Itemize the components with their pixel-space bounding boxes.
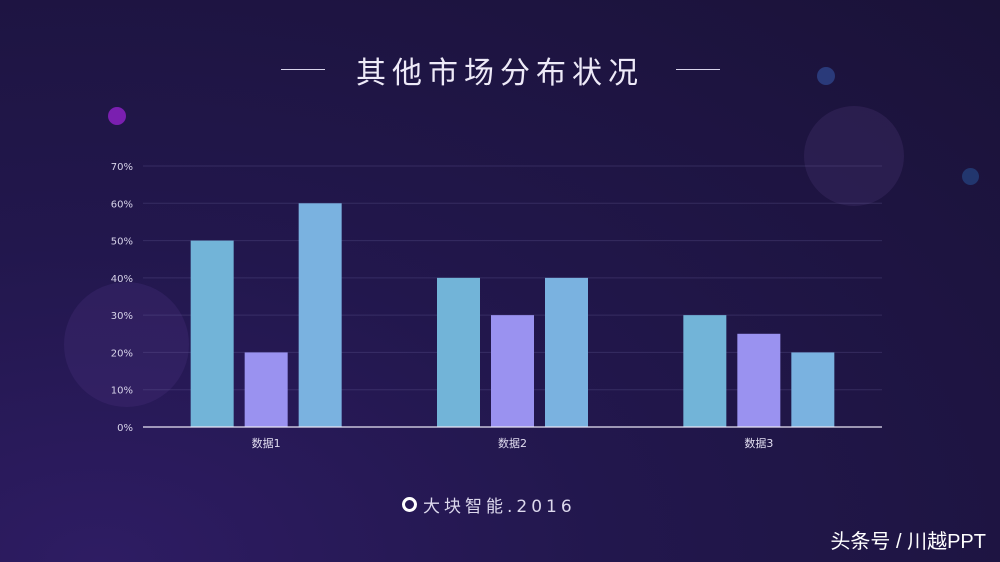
y-tick-label: 30% — [111, 311, 133, 322]
decor-bubble — [817, 67, 835, 85]
footer-brand: 大块智能.2016 — [402, 492, 576, 517]
y-tick-label: 10% — [111, 386, 133, 397]
bar — [737, 333, 781, 427]
title-line-left — [281, 69, 325, 70]
y-tick-label: 40% — [111, 274, 133, 285]
y-tick-label: 70% — [111, 162, 133, 173]
brand-text: 大块智能.2016 — [423, 497, 576, 517]
y-tick-label: 20% — [111, 348, 133, 359]
bar — [190, 240, 234, 427]
bar — [791, 352, 835, 427]
y-tick-label: 0% — [117, 423, 133, 434]
bar — [545, 277, 588, 427]
title-line-right — [676, 69, 720, 70]
y-tick-label: 60% — [111, 199, 133, 210]
bar — [491, 315, 534, 427]
bar — [683, 315, 727, 427]
x-tick-label: 数据2 — [498, 436, 527, 450]
x-tick-label: 数据1 — [252, 436, 281, 450]
y-tick-label: 50% — [111, 237, 133, 248]
decor-bubble — [64, 282, 189, 407]
watermark: 头条号 / 川越PPT — [830, 531, 986, 553]
bar — [437, 277, 480, 427]
x-tick-label: 数据3 — [744, 436, 773, 450]
bar — [244, 352, 288, 427]
bar — [298, 203, 342, 427]
page-title: 其他市场分布状况 — [356, 56, 644, 91]
decor-bubble — [804, 106, 904, 206]
decor-bubble — [108, 107, 126, 125]
drop-ring-icon — [402, 497, 417, 512]
decor-bubble — [962, 168, 979, 185]
